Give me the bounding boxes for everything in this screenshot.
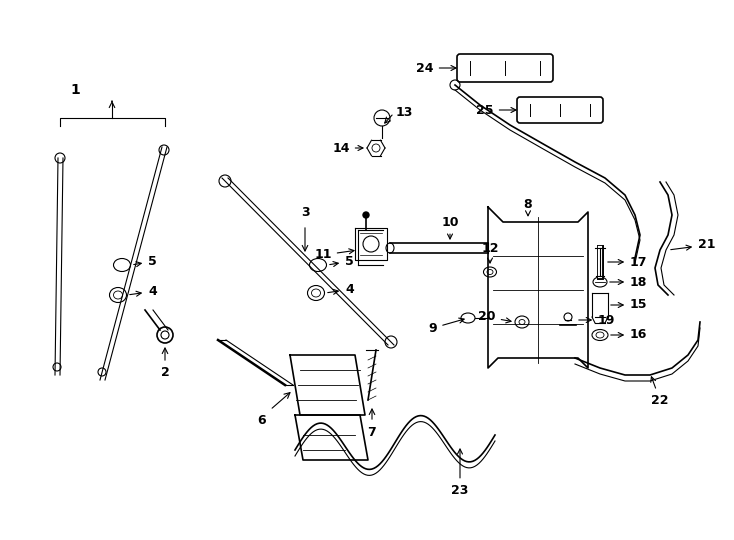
Text: 11: 11 xyxy=(314,248,354,261)
Text: 21: 21 xyxy=(671,239,716,252)
Text: 6: 6 xyxy=(258,414,266,427)
Text: 7: 7 xyxy=(368,426,377,438)
Text: 5: 5 xyxy=(134,255,157,268)
Text: 9: 9 xyxy=(429,318,464,334)
Text: 17: 17 xyxy=(608,255,647,268)
Text: 22: 22 xyxy=(651,377,669,407)
Text: 10: 10 xyxy=(441,215,459,239)
Circle shape xyxy=(363,212,369,218)
Text: 5: 5 xyxy=(330,255,354,268)
Text: 16: 16 xyxy=(611,328,647,341)
Text: 13: 13 xyxy=(396,106,413,119)
Text: 18: 18 xyxy=(610,275,647,288)
Text: 15: 15 xyxy=(611,299,647,312)
Text: 20: 20 xyxy=(479,310,511,323)
Text: 12: 12 xyxy=(482,241,498,263)
Text: 25: 25 xyxy=(476,104,516,117)
Text: 14: 14 xyxy=(333,141,363,154)
Text: 24: 24 xyxy=(416,62,456,75)
Text: 3: 3 xyxy=(301,206,309,219)
Text: 23: 23 xyxy=(451,449,469,496)
Text: 19: 19 xyxy=(579,314,615,327)
Text: 2: 2 xyxy=(161,367,170,380)
Text: 4: 4 xyxy=(130,285,157,298)
Text: 4: 4 xyxy=(328,283,354,296)
Text: 1: 1 xyxy=(70,83,80,97)
Text: 8: 8 xyxy=(523,199,532,216)
